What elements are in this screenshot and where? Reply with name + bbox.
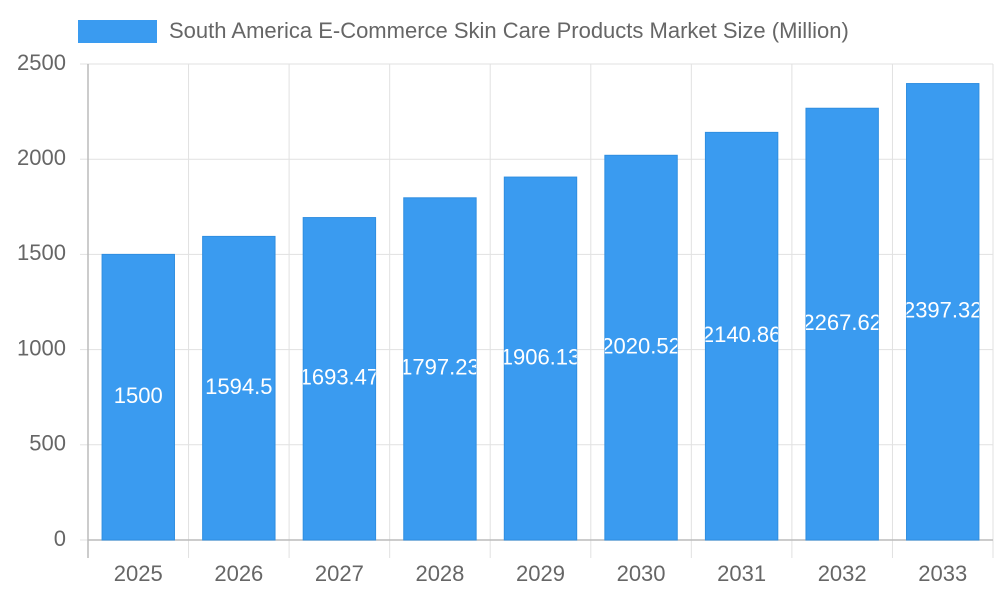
x-tick-label: 2032	[818, 561, 867, 586]
bar	[704, 131, 779, 541]
y-tick-label: 2500	[17, 50, 66, 75]
x-tick-label: 2030	[617, 561, 666, 586]
value-label: 1594.5	[205, 374, 272, 399]
y-tick-label: 0	[54, 526, 66, 551]
bar	[403, 197, 477, 541]
legend-label[interactable]: South America E-Commerce Skin Care Produ…	[169, 18, 849, 43]
y-tick-label: 1500	[17, 240, 66, 265]
y-tick-label: 500	[29, 431, 66, 456]
y-tick-label: 1000	[17, 335, 66, 360]
bar	[503, 176, 578, 541]
x-tick-label: 2027	[315, 561, 364, 586]
value-label: 1797.23	[400, 355, 480, 380]
value-label: 2020.52	[601, 333, 681, 358]
value-label: 2140.86	[702, 322, 782, 347]
x-tick-label: 2033	[918, 561, 967, 586]
bar	[101, 253, 175, 541]
bar	[906, 83, 980, 541]
value-label: 1500	[114, 383, 163, 408]
bar	[805, 107, 879, 541]
value-label: 2267.62	[802, 310, 882, 335]
value-label: 2397.32	[903, 298, 983, 323]
value-label: 1906.13	[501, 344, 581, 369]
x-tick-label: 2026	[214, 561, 263, 586]
x-tick-label: 2028	[415, 561, 464, 586]
bar	[202, 235, 276, 541]
legend-swatch[interactable]	[78, 20, 157, 43]
y-tick-label: 2000	[17, 145, 66, 170]
x-tick-label: 2031	[717, 561, 766, 586]
x-tick-label: 2029	[516, 561, 565, 586]
bar	[604, 154, 678, 541]
value-label: 1693.47	[300, 365, 380, 390]
bar	[302, 217, 377, 541]
x-tick-label: 2025	[114, 561, 163, 586]
